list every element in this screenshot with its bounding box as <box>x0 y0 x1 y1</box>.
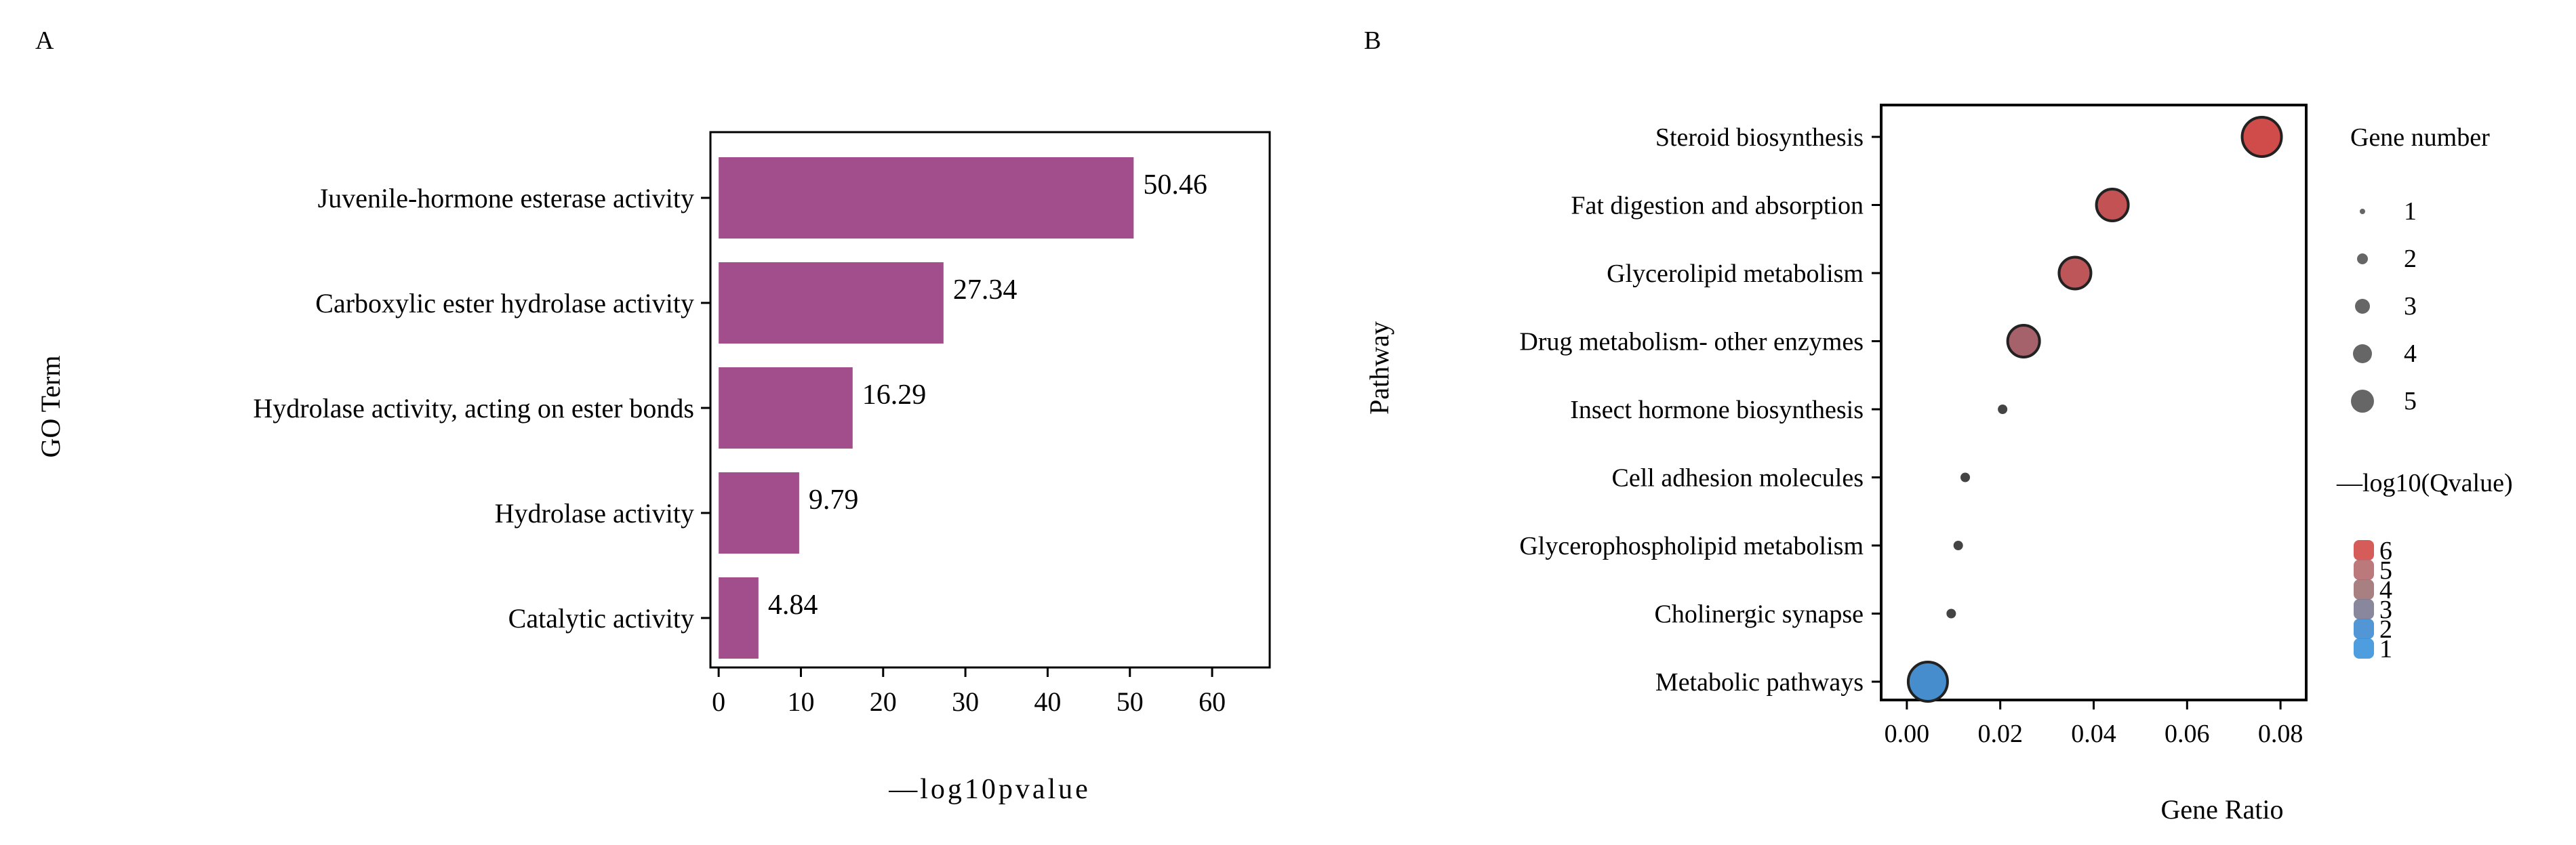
panel-a-x-tick-label-0: 0 <box>712 686 725 717</box>
panel-b-label: B <box>1364 26 1381 55</box>
size-legend-label-3: 4 <box>2404 339 2417 368</box>
bubble-5 <box>1960 472 1971 482</box>
panel-b-x-tick-label-3: 0.06 <box>2165 720 2210 748</box>
panel-a: A Juvenile-hormone esterase activity 50.4… <box>35 26 1271 805</box>
color-legend-swatch-3 <box>2354 599 2374 619</box>
pathway-label-1: Fat digestion and absorption <box>1571 192 1864 220</box>
panel-b-x-tick-label-1: 0.02 <box>1977 720 2023 748</box>
color-legend-label-3: 3 <box>2379 596 2392 624</box>
size-legend-label-1: 2 <box>2404 245 2417 273</box>
panel-a-x-tick-label-6: 60 <box>1199 686 1226 717</box>
color-legend-label-4: 2 <box>2379 615 2392 644</box>
bar-value-label-0: 50.46 <box>1143 169 1207 201</box>
panel-a-category-label-2: Hydrolase activity, acting on ester bond… <box>253 393 694 424</box>
bar-1 <box>719 262 944 344</box>
panel-a-category-label-4: Catalytic activity <box>508 603 694 634</box>
bar-value-label-2: 16.29 <box>862 379 927 411</box>
size-legend-dot-4 <box>2351 390 2374 413</box>
panel-a-x-tick-label-5: 50 <box>1116 686 1144 717</box>
color-legend-label-0: 6 <box>2379 537 2392 565</box>
color-legend-swatch-0 <box>2354 540 2374 560</box>
bar-3 <box>719 472 799 554</box>
pathway-label-8: Metabolic pathways <box>1655 668 1864 697</box>
color-legend-title: —log10(Qvalue) <box>2336 469 2513 497</box>
size-legend-label-4: 5 <box>2404 387 2417 415</box>
panel-a-category-label-3: Hydrolase activity <box>495 498 694 529</box>
panel-a-x-tick-label-2: 20 <box>870 686 897 717</box>
bar-value-label-4: 4.84 <box>768 590 818 621</box>
panel-a-plot-frame <box>709 131 1271 669</box>
panel-b-x-tick-label-0: 0.00 <box>1885 720 1930 748</box>
bubble-6 <box>1953 541 1963 550</box>
panel-a-label: A <box>35 26 54 55</box>
panel-b-y-axis-title: Pathway <box>1364 321 1394 415</box>
panel-a-x-tick-label-1: 10 <box>787 686 814 717</box>
bar-4 <box>719 577 759 659</box>
color-legend-swatch-1 <box>2354 560 2374 580</box>
bubble-2 <box>2057 255 2093 291</box>
color-legend-label-2: 4 <box>2379 576 2392 604</box>
color-legend-label-5: 1 <box>2379 635 2392 663</box>
size-legend-dot-1 <box>2357 253 2368 264</box>
pathway-label-5: Cell adhesion molecules <box>1612 464 1864 493</box>
panel-a-x-tick-label-3: 30 <box>952 686 979 717</box>
pathway-label-2: Glycerolipid metabolism <box>1607 260 1864 288</box>
color-legend-swatch-4 <box>2354 619 2374 639</box>
panel-b-x-tick-label-4: 0.08 <box>2258 720 2303 748</box>
pathway-label-6: Glycerophospholipid metabolism <box>1519 532 1864 560</box>
size-legend-dot-0 <box>2360 209 2365 214</box>
bar-value-label-3: 9.79 <box>809 485 859 516</box>
bubble-0 <box>2240 116 2283 158</box>
panel-b-plot-frame <box>1880 104 2308 701</box>
pathway-label-0: Steroid biosynthesis <box>1655 123 1864 152</box>
bubble-3 <box>2006 324 2041 358</box>
bubble-8 <box>1906 661 1949 703</box>
color-legend-label-1: 5 <box>2379 556 2392 585</box>
panel-b-x-axis-title: Gene Ratio <box>2160 794 2283 825</box>
pathway-label-3: Drug metabolism- other enzymes <box>1519 328 1864 356</box>
panel-a-category-label-1: Carboxylic ester hydrolase activity <box>315 288 694 318</box>
bar-0 <box>719 157 1134 239</box>
bubble-4 <box>1998 405 2008 414</box>
color-legend-swatch-2 <box>2354 579 2374 600</box>
panel-b-x-tick-label-2: 0.04 <box>2071 720 2116 748</box>
size-legend-title: Gene number <box>2350 123 2490 152</box>
bubble-1 <box>2095 188 2130 222</box>
bar-value-label-1: 27.34 <box>953 274 1018 306</box>
size-legend: Gene number 1 2 3 4 5 <box>2350 123 2490 415</box>
panel-b: B Steroid biosynthesis Fat digestion and … <box>1364 26 2513 825</box>
bubble-7 <box>1946 609 1956 619</box>
size-legend-label-0: 1 <box>2404 197 2417 226</box>
panel-a-category-label-0: Juvenile-hormone esterase activity <box>318 183 694 213</box>
size-legend-dot-2 <box>2355 299 2370 314</box>
pathway-label-7: Cholinergic synapse <box>1654 600 1864 629</box>
panel-a-x-tick-label-4: 40 <box>1034 686 1061 717</box>
size-legend-label-2: 3 <box>2404 292 2417 321</box>
color-legend-swatch-5 <box>2354 638 2374 659</box>
size-legend-dot-3 <box>2353 344 2372 363</box>
panel-a-x-axis-title: —log10pvalue <box>888 774 1091 805</box>
bar-2 <box>719 367 853 449</box>
pathway-label-4: Insect hormone biosynthesis <box>1570 396 1864 424</box>
panel-a-y-axis-title: GO Term <box>35 356 66 458</box>
